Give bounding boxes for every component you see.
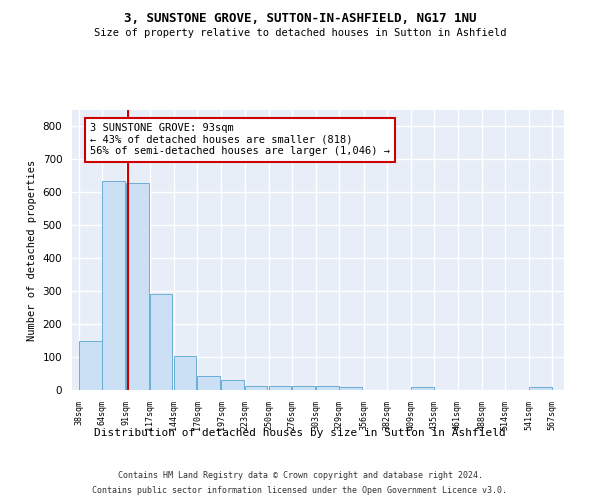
Bar [529, 388, 551, 390]
Text: Contains HM Land Registry data © Crown copyright and database right 2024.: Contains HM Land Registry data © Crown c… [118, 471, 482, 480]
Text: Size of property relative to detached houses in Sutton in Ashfield: Size of property relative to detached ho… [94, 28, 506, 38]
Text: 3, SUNSTONE GROVE, SUTTON-IN-ASHFIELD, NG17 1NU: 3, SUNSTONE GROVE, SUTTON-IN-ASHFIELD, N… [124, 12, 476, 26]
Text: 3 SUNSTONE GROVE: 93sqm
← 43% of detached houses are smaller (818)
56% of semi-d: 3 SUNSTONE GROVE: 93sqm ← 43% of detache… [90, 123, 390, 156]
Bar [340, 386, 362, 390]
Bar [102, 181, 125, 390]
Bar [245, 386, 267, 390]
Bar [79, 340, 101, 390]
Bar [197, 376, 220, 390]
Text: Distribution of detached houses by size in Sutton in Ashfield: Distribution of detached houses by size … [94, 428, 506, 438]
Bar [174, 356, 196, 390]
Bar [127, 183, 149, 390]
Bar [221, 380, 244, 390]
Bar [149, 294, 172, 390]
Bar [411, 388, 434, 390]
Bar [316, 386, 338, 390]
Text: Contains public sector information licensed under the Open Government Licence v3: Contains public sector information licen… [92, 486, 508, 495]
Bar [292, 386, 314, 390]
Bar [269, 386, 291, 390]
Y-axis label: Number of detached properties: Number of detached properties [27, 160, 37, 340]
